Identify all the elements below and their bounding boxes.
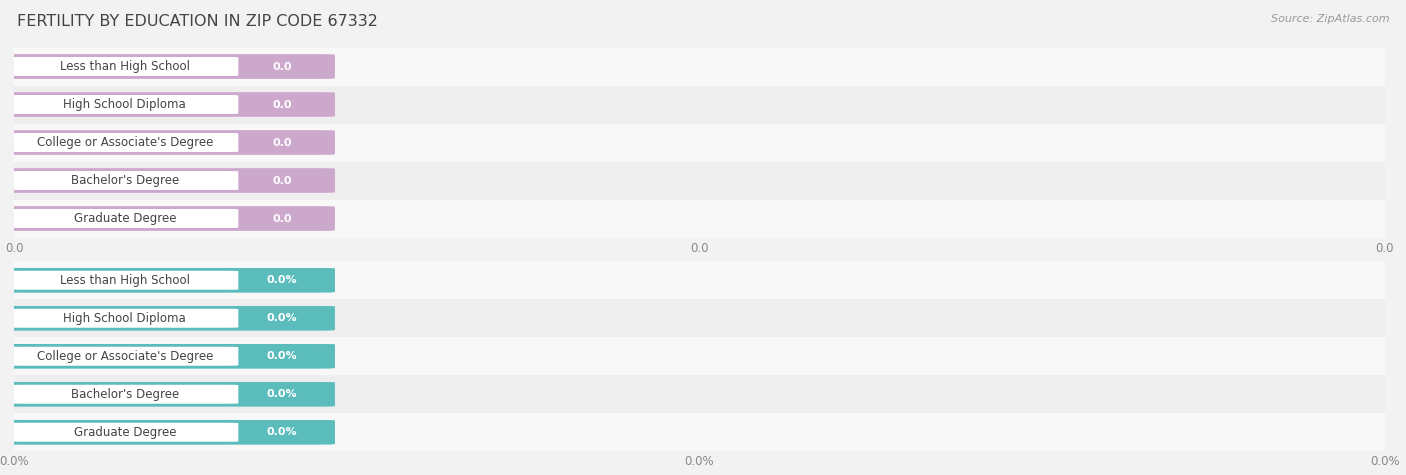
- Bar: [14, 299, 1385, 337]
- FancyBboxPatch shape: [11, 309, 239, 328]
- Text: High School Diploma: High School Diploma: [63, 312, 186, 325]
- Bar: [14, 124, 1385, 162]
- FancyBboxPatch shape: [0, 168, 335, 193]
- FancyBboxPatch shape: [0, 54, 335, 79]
- Text: Less than High School: Less than High School: [60, 60, 190, 73]
- FancyBboxPatch shape: [0, 268, 335, 293]
- Text: 0.0%: 0.0%: [267, 351, 298, 361]
- FancyBboxPatch shape: [11, 171, 239, 190]
- FancyBboxPatch shape: [0, 168, 335, 193]
- Text: FERTILITY BY EDUCATION IN ZIP CODE 67332: FERTILITY BY EDUCATION IN ZIP CODE 67332: [17, 14, 378, 29]
- Bar: [14, 162, 1385, 199]
- Text: 0.0: 0.0: [273, 61, 292, 72]
- Text: 0.0: 0.0: [273, 137, 292, 148]
- FancyBboxPatch shape: [0, 92, 335, 117]
- FancyBboxPatch shape: [11, 57, 239, 76]
- Text: Less than High School: Less than High School: [60, 274, 190, 287]
- Text: College or Associate's Degree: College or Associate's Degree: [37, 350, 214, 363]
- FancyBboxPatch shape: [11, 95, 239, 114]
- FancyBboxPatch shape: [11, 271, 239, 290]
- Text: Bachelor's Degree: Bachelor's Degree: [70, 388, 179, 401]
- Text: 0.0%: 0.0%: [267, 313, 298, 323]
- Text: Graduate Degree: Graduate Degree: [73, 426, 176, 439]
- FancyBboxPatch shape: [0, 382, 335, 407]
- FancyBboxPatch shape: [0, 420, 335, 445]
- FancyBboxPatch shape: [0, 306, 335, 331]
- FancyBboxPatch shape: [0, 420, 335, 445]
- FancyBboxPatch shape: [0, 344, 335, 369]
- FancyBboxPatch shape: [11, 209, 239, 228]
- Text: 0.0: 0.0: [273, 99, 292, 110]
- Bar: [14, 200, 1385, 238]
- Text: 0.0: 0.0: [273, 213, 292, 224]
- Text: 0.0%: 0.0%: [267, 275, 298, 285]
- Bar: [14, 48, 1385, 86]
- Bar: [14, 261, 1385, 299]
- Text: 0.0%: 0.0%: [267, 389, 298, 399]
- Text: 0.0: 0.0: [273, 175, 292, 186]
- Text: Bachelor's Degree: Bachelor's Degree: [70, 174, 179, 187]
- Text: 0.0%: 0.0%: [267, 427, 298, 437]
- FancyBboxPatch shape: [0, 268, 335, 293]
- FancyBboxPatch shape: [0, 130, 335, 155]
- FancyBboxPatch shape: [0, 206, 335, 231]
- FancyBboxPatch shape: [11, 133, 239, 152]
- FancyBboxPatch shape: [0, 92, 335, 117]
- Bar: [14, 375, 1385, 413]
- FancyBboxPatch shape: [0, 206, 335, 231]
- FancyBboxPatch shape: [0, 382, 335, 407]
- Bar: [14, 413, 1385, 451]
- Text: College or Associate's Degree: College or Associate's Degree: [37, 136, 214, 149]
- FancyBboxPatch shape: [0, 306, 335, 331]
- FancyBboxPatch shape: [11, 347, 239, 366]
- FancyBboxPatch shape: [0, 344, 335, 369]
- FancyBboxPatch shape: [11, 385, 239, 404]
- FancyBboxPatch shape: [11, 423, 239, 442]
- Text: Source: ZipAtlas.com: Source: ZipAtlas.com: [1271, 14, 1389, 24]
- Text: High School Diploma: High School Diploma: [63, 98, 186, 111]
- Bar: [14, 86, 1385, 124]
- FancyBboxPatch shape: [0, 130, 335, 155]
- Bar: [14, 337, 1385, 375]
- Text: Graduate Degree: Graduate Degree: [73, 212, 176, 225]
- FancyBboxPatch shape: [0, 54, 335, 79]
